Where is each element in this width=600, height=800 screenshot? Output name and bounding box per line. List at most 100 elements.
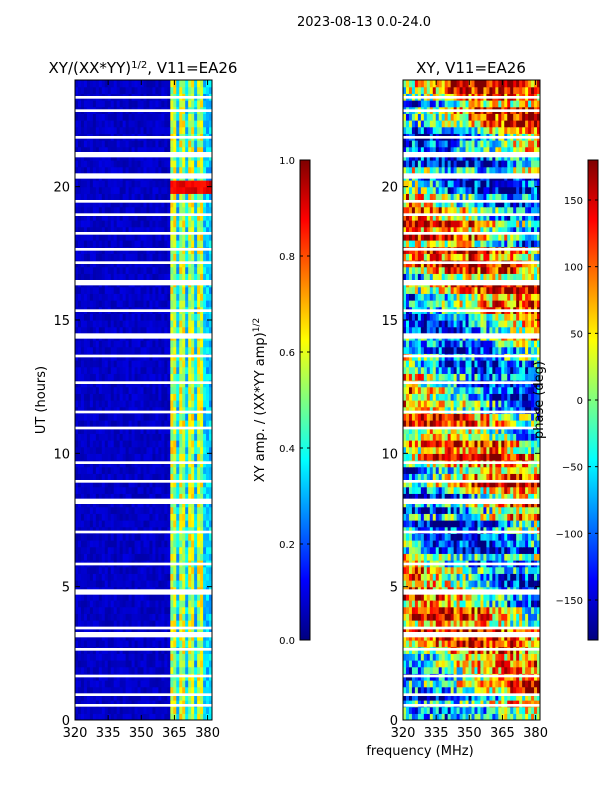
amp-heatmap-cell: [107, 660, 112, 668]
amp-heatmap-cell: [146, 506, 151, 514]
amp-heatmap-cell: [182, 213, 186, 221]
amp-heatmap-cell: [89, 593, 94, 601]
amp-heatmap-cell: [155, 186, 159, 194]
phase-heatmap-cell: [453, 706, 458, 714]
amp-heatmap-cell: [155, 506, 159, 514]
amp-heatmap-cell: [200, 620, 204, 628]
amp-heatmap-cell: [95, 100, 100, 108]
amp-heatmap-cell: [188, 186, 192, 194]
amp-heatmap-cell: [173, 573, 177, 581]
amp-heatmap-cell: [92, 640, 97, 648]
amp-heatmap-cell: [80, 100, 85, 108]
phase-heatmap-cell: [403, 680, 407, 688]
amp-heatmap-cell: [194, 213, 198, 221]
amp-heatmap-cell: [86, 660, 91, 668]
phase-heatmap-cell: [441, 686, 446, 694]
phase-heatmap-cell: [414, 713, 419, 720]
amp-heatmap-cell: [86, 166, 91, 174]
phase-heatmap-cell: [453, 693, 458, 701]
amp-heatmap-cell: [170, 440, 174, 448]
phase-heatmap-cell: [414, 653, 419, 661]
amp-heatmap-cell: [191, 213, 195, 221]
amp-heatmap-cell: [164, 320, 168, 328]
phase-heatmap-cell: [519, 666, 523, 674]
amp-heatmap-cell: [185, 653, 189, 661]
amp-heatmap-cell: [101, 493, 106, 501]
amp-heatmap-cell: [194, 233, 198, 241]
amp-heatmap-cell: [98, 113, 103, 121]
amp-heatmap-cell: [146, 706, 151, 714]
amp-heatmap-cell: [116, 693, 121, 701]
amp-heatmap-cell: [77, 620, 82, 628]
amp-heatmap-cell: [128, 473, 133, 481]
amp-heatmap-cell: [170, 613, 174, 621]
amp-heatmap-cell: [137, 366, 142, 374]
amp-heatmap-cell: [155, 513, 159, 521]
amp-heatmap-cell: [185, 226, 189, 234]
amp-heatmap-cell: [191, 606, 195, 614]
amp-heatmap-cell: [143, 126, 148, 134]
amp-heatmap-cell: [191, 613, 195, 621]
amp-heatmap-cell: [86, 513, 91, 521]
amp-heatmap-cell: [110, 533, 115, 541]
phase-heatmap-cell: [414, 706, 419, 714]
amp-heatmap-cell: [185, 233, 189, 241]
phase-heatmap-cell: [429, 693, 434, 701]
amp-heatmap-cell: [200, 300, 204, 308]
amp-heatmap-cell: [113, 600, 118, 608]
amp-heatmap-cell: [170, 606, 174, 614]
amp-heatmap-cell: [131, 480, 136, 488]
amp-heatmap-cell: [119, 366, 124, 374]
amp-heatmap-cell: [98, 326, 103, 334]
amp-heatmap-cell: [95, 120, 100, 128]
amp-heatmap-cell: [134, 113, 139, 121]
amp-heatmap-cell: [122, 360, 127, 368]
amp-heatmap-cell: [110, 80, 115, 88]
phase-heatmap-cell: [411, 693, 416, 701]
amp-heatmap-cell: [116, 613, 121, 621]
amp-ytick-label: 15: [53, 314, 70, 329]
amp-heatmap-cell: [194, 580, 198, 588]
amp-heatmap-cell: [209, 313, 212, 321]
amp-heatmap-cell: [182, 413, 186, 421]
amp-heatmap-cell: [77, 366, 82, 374]
amp-heatmap-cell: [158, 193, 162, 201]
amp-heatmap-cell: [95, 313, 100, 321]
phase-heatmap-cell: [537, 680, 540, 688]
amp-heatmap-cell: [203, 213, 207, 221]
amp-heatmap-cell: [134, 600, 139, 608]
amp-heatmap-cell: [182, 706, 186, 714]
amp-heatmap-cell: [98, 300, 103, 308]
phase-heatmap-cell: [504, 660, 508, 668]
amp-heatmap-cell: [77, 553, 82, 561]
amp-ytick-label: 10: [53, 447, 70, 462]
amp-heatmap-cell: [80, 80, 85, 88]
amp-heatmap-cell: [149, 406, 154, 414]
amp-heatmap-cell: [191, 453, 195, 461]
amp-heatmap-cell: [134, 273, 139, 281]
amp-heatmap-cell: [164, 446, 168, 454]
amp-heatmap-cell: [167, 706, 171, 714]
phase-heatmap-cell: [465, 680, 470, 688]
amp-heatmap-cell: [110, 426, 115, 434]
amp-heatmap-cell: [75, 580, 79, 588]
amp-heatmap-cell: [95, 593, 100, 601]
amp-heatmap-cell: [92, 473, 97, 481]
amp-heatmap-cell: [119, 473, 124, 481]
amp-heatmap-cell: [95, 126, 100, 134]
phase-heatmap-cell: [477, 706, 482, 714]
amp-heatmap-cell: [140, 273, 145, 281]
amp-heatmap-cell: [77, 446, 82, 454]
amp-heatmap-cell: [110, 686, 115, 694]
amp-heatmap-cell: [98, 486, 103, 494]
amp-heatmap-cell: [206, 486, 210, 494]
amp-heatmap-cell: [176, 313, 180, 321]
amp-heatmap-cell: [167, 266, 171, 274]
amp-heatmap-cell: [164, 706, 168, 714]
amp-heatmap-cell: [203, 226, 207, 234]
amp-heatmap-cell: [75, 686, 79, 694]
amp-heatmap-cell: [167, 546, 171, 554]
amp-heatmap-cell: [209, 453, 212, 461]
amp-heatmap-cell: [158, 446, 162, 454]
amp-heatmap-cell: [164, 180, 168, 188]
